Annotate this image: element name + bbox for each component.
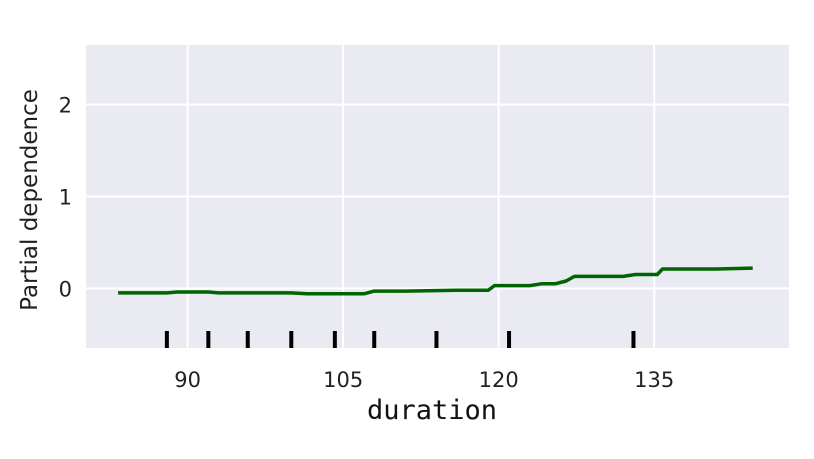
x-axis-label: duration xyxy=(367,395,497,426)
x-tick-label: 135 xyxy=(634,368,674,392)
rug-marks xyxy=(164,331,636,348)
y-tick-label: 2 xyxy=(59,94,72,118)
y-tick-label: 1 xyxy=(59,186,72,210)
tick-labels: 90 105 120 135 0 1 2 xyxy=(59,94,675,392)
x-tick-label: 90 xyxy=(174,368,201,392)
grid xyxy=(86,45,789,348)
series-line xyxy=(118,266,753,296)
y-tick-label: 0 xyxy=(59,277,72,301)
x-tick-label: 105 xyxy=(323,368,363,392)
x-tick-label: 120 xyxy=(479,368,519,392)
y-axis-label: Partial dependence xyxy=(17,89,43,311)
